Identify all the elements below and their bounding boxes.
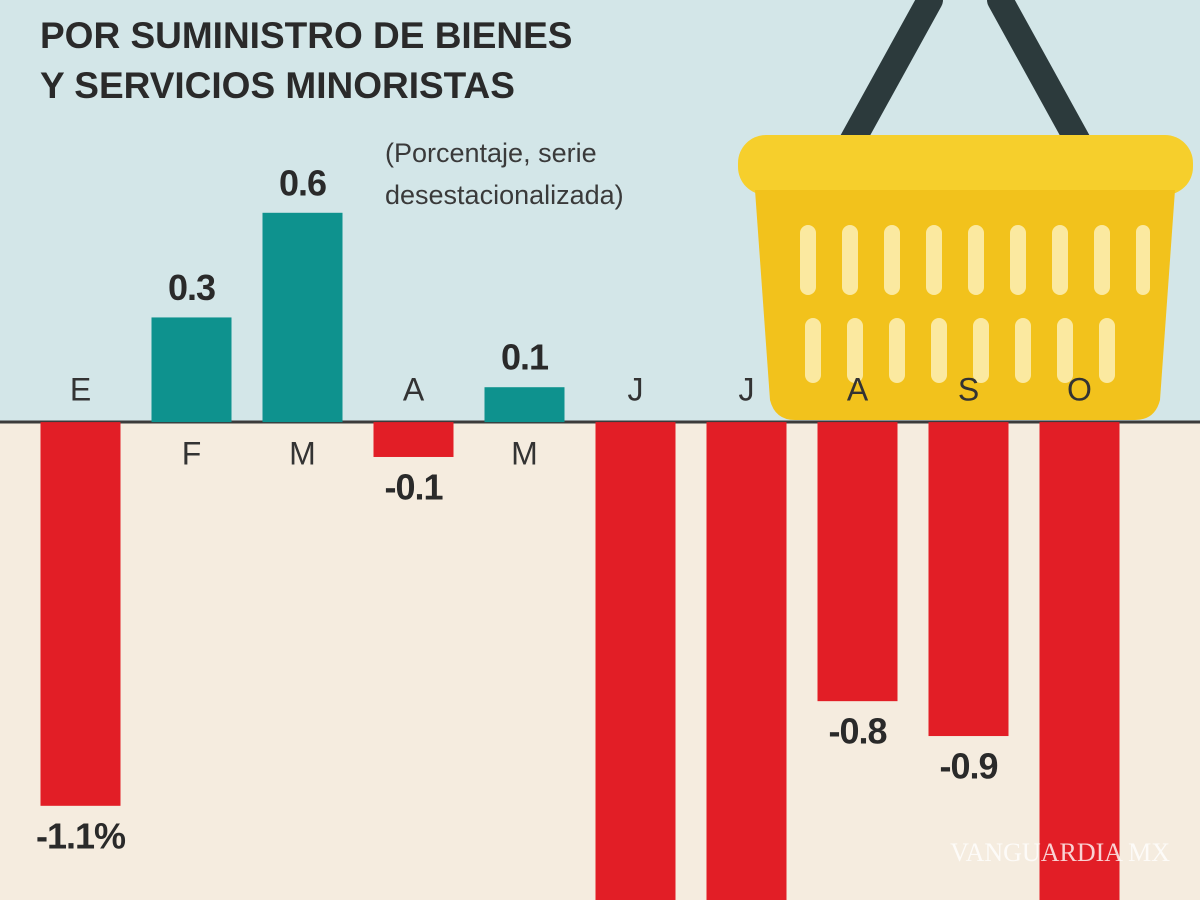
x-tick-label: J [739, 372, 755, 408]
x-tick-label: S [958, 372, 979, 408]
bar [262, 212, 343, 423]
x-tick-label: F [182, 436, 202, 472]
bar [373, 422, 454, 457]
x-tick-label: M [289, 436, 316, 472]
x-tick-label: J [628, 372, 644, 408]
bar [151, 317, 232, 423]
bar [706, 422, 787, 900]
x-tick-label: M [511, 436, 538, 472]
value-label: 0.3 [168, 267, 215, 308]
value-label: -1.1% [36, 815, 126, 856]
x-tick-label: E [70, 372, 91, 408]
value-label: 0.1 [501, 337, 549, 378]
value-label: 0.6 [279, 162, 326, 203]
x-tick-label: O [1067, 372, 1092, 408]
value-label: -0.9 [939, 746, 997, 787]
chart-title: POR SUMINISTRO DE BIENES [40, 15, 572, 56]
bar [1039, 422, 1120, 900]
chart-subtitle: (Porcentaje, serie [385, 138, 597, 168]
bar [40, 422, 121, 806]
basket-illustration [738, 0, 1193, 420]
bar [484, 387, 565, 423]
bar [595, 422, 676, 900]
chart-title: Y SERVICIOS MINORISTAS [40, 65, 515, 106]
value-label: -0.8 [828, 711, 886, 752]
value-label: -0.1 [384, 466, 443, 507]
bar [928, 422, 1009, 737]
x-tick-label: A [403, 372, 425, 408]
bar [817, 422, 898, 702]
x-tick-label: A [847, 372, 869, 408]
chart-subtitle: desestacionalizada) [385, 180, 624, 210]
watermark: VANGUARDIA MX [950, 838, 1170, 867]
